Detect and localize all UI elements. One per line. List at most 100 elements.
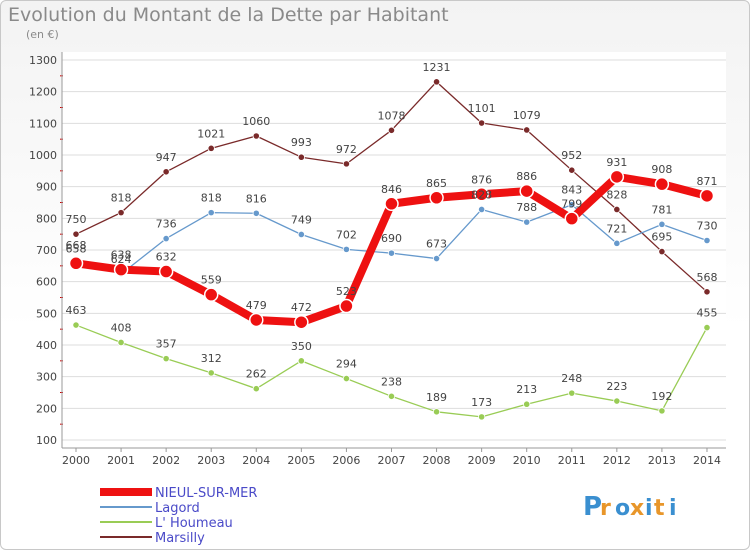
data-label: 952 [561, 149, 582, 162]
data-point [249, 312, 264, 328]
y-tick-label: 900 [36, 181, 57, 194]
data-point [72, 321, 80, 329]
data-point [523, 126, 531, 134]
data-label: 1101 [468, 102, 496, 115]
data-label: 523 [336, 285, 357, 298]
y-tick-label: 1100 [29, 117, 57, 130]
data-label: 828 [606, 188, 627, 201]
data-point [478, 205, 486, 214]
data-label: 730 [696, 220, 717, 233]
data-point [432, 408, 441, 416]
data-point [564, 211, 580, 226]
data-point [613, 397, 621, 405]
data-label: 818 [201, 192, 222, 205]
data-point [342, 245, 351, 253]
data-point [568, 166, 576, 174]
data-label: 632 [156, 251, 177, 264]
data-label: 947 [156, 151, 177, 164]
series-lines [68, 78, 715, 421]
data-point [658, 247, 666, 256]
data-point [384, 196, 399, 212]
data-label: 479 [246, 299, 267, 312]
x-tick-label: 2014 [693, 454, 721, 467]
data-point [523, 400, 531, 408]
data-point [703, 323, 711, 332]
data-labels: 750 818 947 1021 1060 993 972 1078 1231 1101 1079 9… [66, 61, 718, 409]
y-tick-label: 800 [36, 212, 57, 225]
x-tick-label: 2010 [513, 454, 541, 467]
x-tick-label: 2005 [287, 454, 315, 467]
data-label: 658 [66, 242, 87, 255]
data-point [342, 160, 351, 168]
y-tick-label: 400 [36, 339, 57, 352]
data-label: 690 [381, 232, 402, 245]
data-point [252, 385, 260, 393]
data-point [297, 357, 305, 365]
data-label: 865 [426, 177, 447, 190]
data-point [117, 209, 125, 217]
legend-label: L' Houmeau [155, 516, 233, 531]
x-tick-label: 2002 [152, 454, 180, 467]
data-label: 702 [336, 228, 357, 241]
data-label: 192 [651, 390, 672, 403]
data-label: 871 [696, 175, 717, 188]
data-label: 455 [696, 307, 717, 320]
data-point [113, 262, 129, 277]
logo-letter: P [583, 492, 602, 522]
data-point [387, 392, 396, 400]
data-label: 799 [561, 198, 582, 211]
y-tick-label: 1300 [29, 54, 57, 67]
x-tick-label: 2009 [468, 454, 496, 467]
x-tick-label: 2006 [332, 454, 360, 467]
data-label: 294 [336, 358, 357, 371]
data-label: 846 [381, 183, 402, 196]
data-label: 568 [696, 271, 717, 284]
data-label: 843 [561, 184, 582, 197]
data-label: 1078 [377, 109, 405, 122]
data-label: 262 [246, 368, 267, 381]
data-point [699, 188, 715, 204]
data-point [523, 218, 531, 226]
data-point [613, 239, 621, 247]
data-point [162, 355, 170, 363]
data-label: 238 [381, 375, 402, 388]
data-label: 357 [156, 338, 177, 351]
x-tick-label: 2007 [377, 454, 405, 467]
data-label: 223 [606, 380, 627, 393]
data-point [609, 169, 625, 185]
y-tick-label: 200 [36, 402, 57, 415]
data-point [429, 190, 444, 205]
data-label: 673 [426, 238, 447, 251]
data-point [658, 220, 666, 228]
x-tick-label: 2003 [197, 454, 225, 467]
data-point [294, 314, 309, 330]
data-label: 189 [426, 391, 447, 404]
y-tick-label: 700 [36, 244, 57, 257]
data-point [203, 287, 219, 302]
y-tick-label: 100 [36, 434, 57, 447]
data-point [342, 374, 351, 383]
data-label: 749 [291, 213, 312, 226]
data-label: 1079 [513, 109, 541, 122]
data-point [658, 407, 666, 415]
data-label: 350 [291, 340, 312, 353]
data-label: 463 [66, 304, 87, 317]
data-point [519, 183, 534, 199]
y-tick-label: 1000 [29, 149, 57, 162]
logo-letter: t [654, 496, 665, 521]
logo-letter: o [615, 496, 630, 521]
data-point [432, 254, 441, 263]
data-label: 668 [66, 239, 87, 252]
data-label: 1021 [197, 127, 225, 140]
data-point [703, 236, 711, 245]
data-point [703, 288, 711, 296]
proxiti-logo: Pr o x i t i [583, 492, 677, 522]
data-label: 173 [471, 396, 492, 409]
data-point [613, 205, 621, 214]
data-label: 695 [651, 231, 672, 244]
x-tick-label: 2013 [648, 454, 676, 467]
data-label: 559 [201, 274, 222, 287]
y-tick-label: 600 [36, 276, 57, 289]
data-label: 248 [561, 372, 582, 385]
